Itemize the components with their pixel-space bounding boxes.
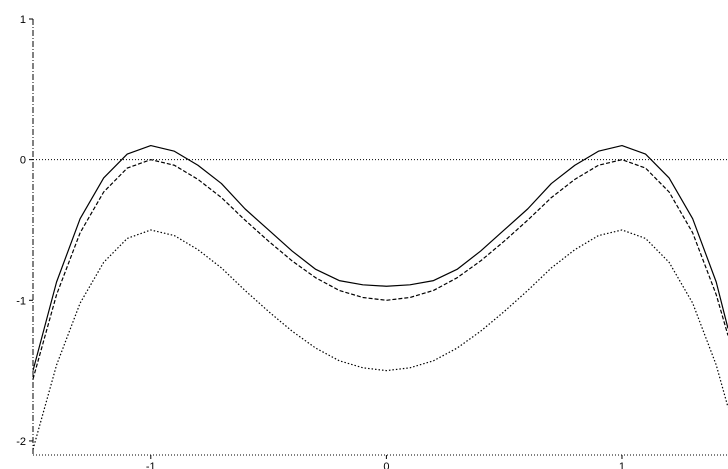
series-line-dotted <box>32 229 728 450</box>
series-line-dashed <box>32 159 728 380</box>
series-group <box>32 144 728 450</box>
y-tick-label: -1 <box>16 295 26 307</box>
y-tick-label: -2 <box>16 436 26 448</box>
y-tick-label: 0 <box>20 155 26 167</box>
x-tick-label: -1 <box>146 461 156 469</box>
series-line-solid <box>32 144 728 371</box>
x-tick-label: 0 <box>383 461 389 469</box>
axes: 1 0 -1 -2 -1 0 1 <box>16 14 728 469</box>
x-tick-label: 1 <box>619 461 625 469</box>
y-tick-label: 1 <box>20 14 26 26</box>
